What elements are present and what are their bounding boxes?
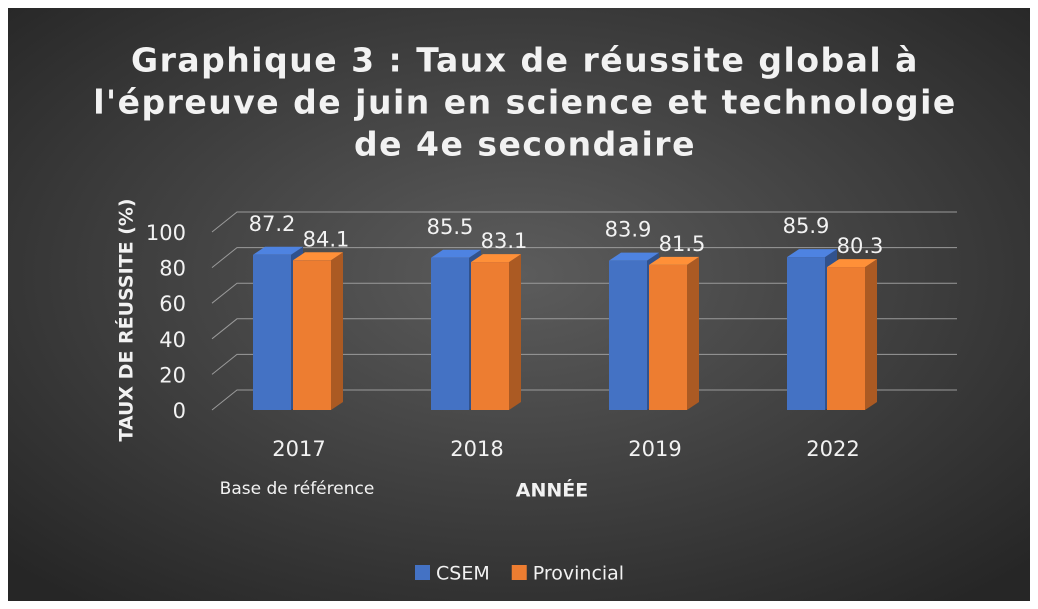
y-tick-label: 60: [159, 292, 186, 316]
y-tick-label: 100: [146, 221, 186, 245]
grid-line: [211, 211, 957, 233]
chart-title: Graphique 3 : Taux de réussite global à: [131, 41, 919, 80]
x-tick-label: 2018: [450, 437, 503, 461]
data-label: 81.5: [659, 232, 706, 256]
bar-top: [787, 249, 837, 258]
grid-line: [211, 318, 957, 340]
bar-top: [649, 256, 699, 265]
grid-line: [211, 353, 957, 375]
bar: [293, 260, 331, 410]
y-tick-label: 20: [159, 363, 186, 387]
bar-side: [865, 259, 877, 410]
bar: [253, 254, 291, 410]
data-label: 85.5: [427, 215, 474, 239]
x-tick-label: 2019: [628, 437, 681, 461]
annotation: Base de référence: [220, 479, 375, 499]
bar-top: [827, 259, 877, 268]
bar-side: [509, 254, 521, 410]
bar-top: [431, 249, 481, 258]
x-axis-title: ANNÉE: [516, 479, 588, 502]
chart-title: de 4e secondaire: [354, 125, 696, 164]
bar: [649, 264, 687, 410]
grid-line: [211, 389, 957, 411]
bar-top: [609, 252, 659, 261]
bar: [609, 260, 647, 410]
y-axis-title: TAUX DE RÉUSSITE (%): [115, 198, 138, 441]
bar: [827, 267, 865, 410]
bar: [787, 257, 825, 410]
data-label: 84.1: [303, 227, 350, 251]
bar: [471, 262, 509, 410]
bar-top: [471, 254, 521, 263]
x-tick-label: 2022: [806, 437, 859, 461]
data-label: 80.3: [837, 234, 884, 258]
chart-title: l'épreuve de juin en science et technolo…: [93, 83, 957, 122]
bar-side: [331, 252, 343, 410]
y-tick-label: 0: [173, 399, 186, 423]
legend-label: Provincial: [533, 563, 624, 585]
legend-swatch: [511, 565, 527, 580]
grid-line: [211, 247, 957, 268]
y-tick-label: 80: [159, 257, 186, 281]
bar-top: [253, 246, 303, 255]
legend-swatch: [415, 565, 430, 580]
data-label: 83.9: [605, 218, 652, 242]
grid-line: [211, 282, 957, 304]
bar: [431, 257, 469, 410]
bar-side: [687, 256, 699, 410]
data-label: 87.2: [249, 212, 296, 236]
legend-label: CSEM: [436, 563, 490, 585]
y-tick-label: 40: [159, 328, 186, 352]
x-tick-label: 2017: [272, 437, 325, 461]
data-label: 83.1: [481, 229, 528, 253]
bar-top: [293, 252, 343, 261]
data-label: 85.9: [783, 214, 830, 238]
